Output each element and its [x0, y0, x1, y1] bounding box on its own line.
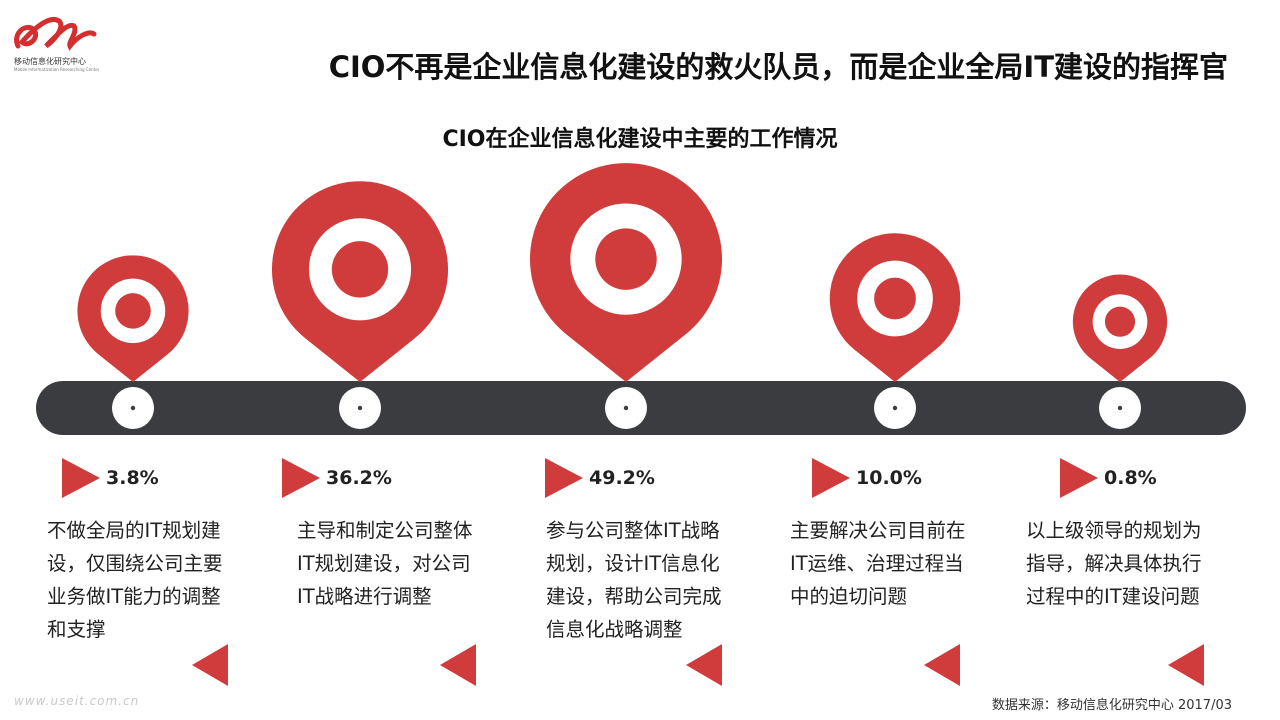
play-arrow-icon [545, 458, 583, 498]
play-arrow-icon [62, 458, 100, 498]
pin-core [874, 277, 916, 320]
pin-marker [530, 163, 723, 382]
pin-core [595, 228, 657, 290]
category-description: 参与公司整体IT战略规划，设计IT信息化建设，帮助公司完成信息化战略调整 [546, 519, 722, 641]
pin-marker [829, 233, 961, 382]
value-label-row: 49.2% [545, 458, 655, 498]
chart-title: CIO在企业信息化建设中主要的工作情况 [442, 127, 838, 152]
pin-marker [271, 181, 449, 382]
back-arrow-icon [924, 644, 960, 690]
pin-marker [77, 255, 189, 382]
timeline-dot-center [357, 405, 363, 411]
logo-mark-icon [14, 17, 97, 51]
value-label: 36.2% [326, 467, 392, 489]
category-description: 主导和制定公司整体IT规划建设，对公司IT战略进行调整 [297, 519, 473, 608]
pin-core [1104, 306, 1136, 337]
back-arrow-icon [440, 644, 476, 690]
back-arrow-icon [192, 644, 228, 690]
timeline-dot-center [623, 405, 629, 411]
page-title: CIO不再是企业信息化建设的救火队员，而是企业全局IT建设的指挥官 [328, 50, 1228, 84]
logo: 移动信息化研究中心 Mobile Informatization Researc… [12, 8, 122, 72]
value-label-row: 3.8% [62, 458, 159, 498]
category-description: 以上级领导的规划为指导，解决具体执行过程中的IT建设问题 [1026, 519, 1202, 608]
value-label-row: 0.8% [1060, 458, 1157, 498]
pin-marker [1072, 274, 1168, 382]
logo-name: 移动信息化研究中心 [14, 57, 86, 66]
category-description: 主要解决公司目前在IT运维、治理过程当中的迫切问题 [790, 519, 966, 608]
back-arrow-icon [686, 644, 722, 690]
value-label: 3.8% [106, 467, 159, 489]
value-label-row: 10.0% [812, 458, 922, 498]
back-arrow-icon [1168, 644, 1204, 690]
value-label-row: 36.2% [282, 458, 392, 498]
play-arrow-icon [812, 458, 850, 498]
timeline-dot-center [1117, 405, 1123, 411]
watermark: www.useit.com.cn [14, 694, 140, 708]
pin-core [115, 293, 151, 329]
value-label: 0.8% [1104, 467, 1157, 489]
value-label: 49.2% [589, 467, 655, 489]
category-description: 不做全局的IT规划建设，仅围绕公司主要业务做IT能力的调整和支撑 [47, 519, 223, 641]
data-source: 数据来源：移动信息化研究中心 2017/03 [991, 698, 1232, 713]
value-label: 10.0% [856, 467, 922, 489]
timeline-dot-center [130, 405, 136, 411]
play-arrow-icon [282, 458, 320, 498]
logo-subtitle: Mobile Informatization Researching Cente… [14, 67, 100, 72]
play-arrow-icon [1060, 458, 1098, 498]
pin-core [331, 241, 389, 298]
timeline-dot-center [892, 405, 898, 411]
